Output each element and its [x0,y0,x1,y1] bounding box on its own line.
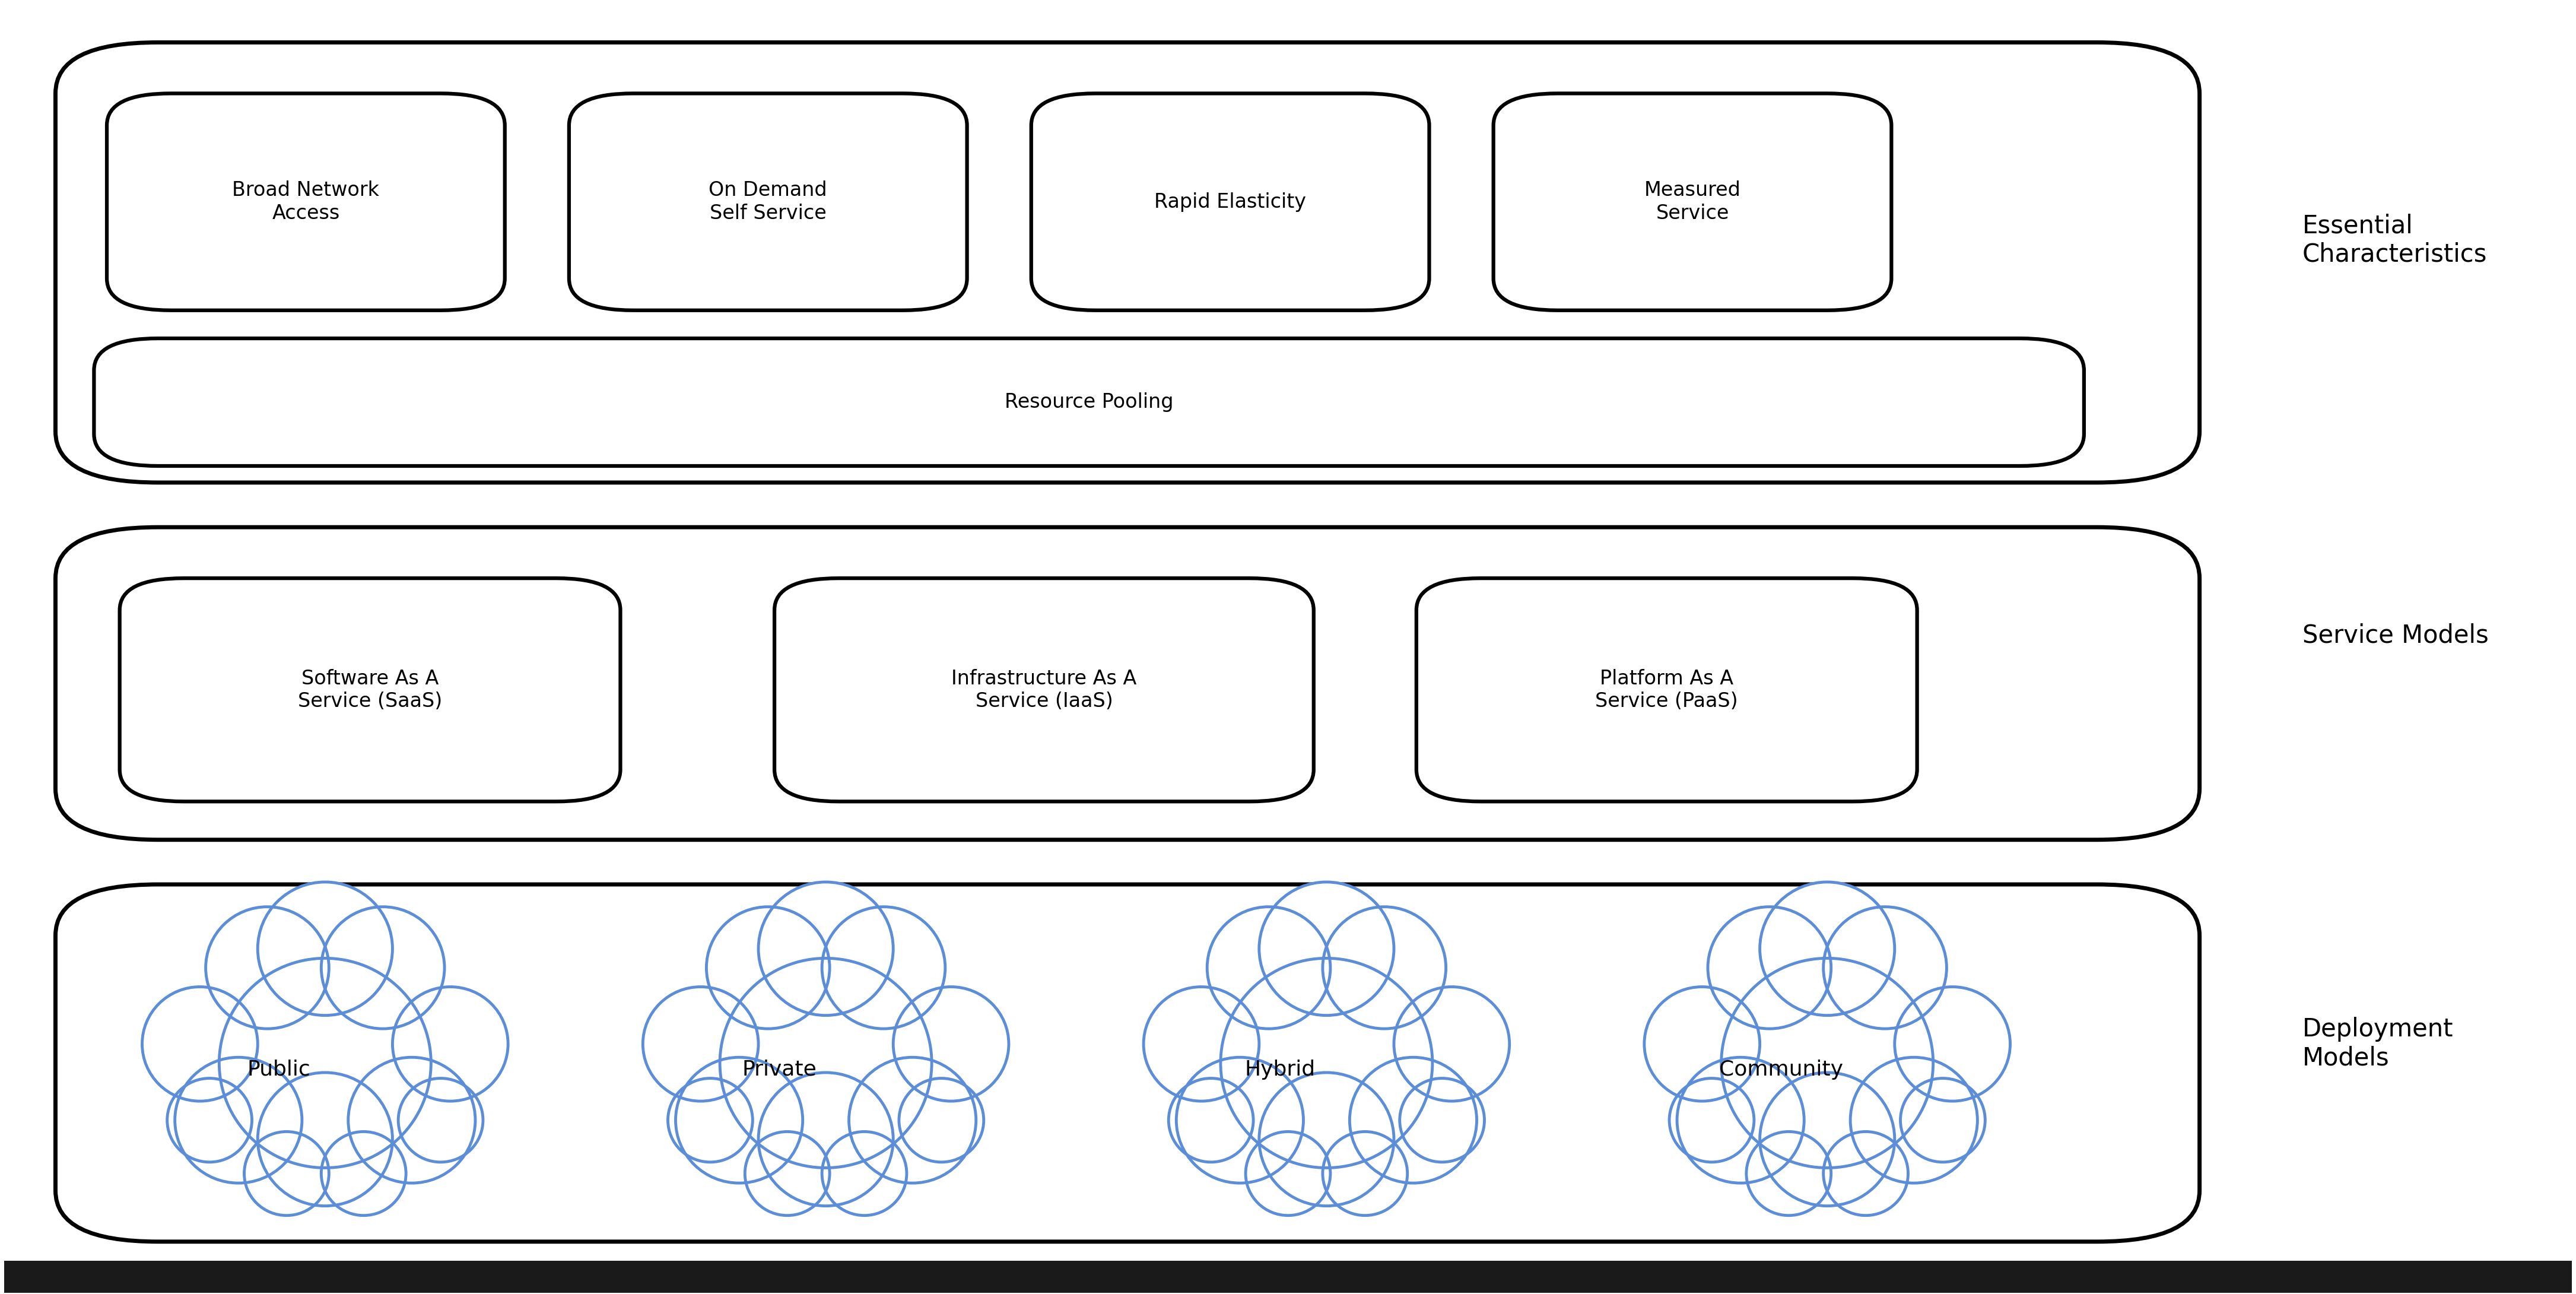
FancyBboxPatch shape [57,884,2200,1242]
Ellipse shape [142,987,258,1101]
Ellipse shape [1170,1078,1255,1162]
FancyBboxPatch shape [57,527,2200,840]
Ellipse shape [1669,1078,1754,1162]
Text: Infrastructure As A
Service (IaaS): Infrastructure As A Service (IaaS) [951,669,1136,710]
FancyBboxPatch shape [1417,578,1917,801]
Ellipse shape [1350,1057,1476,1183]
Ellipse shape [1643,987,1759,1101]
Text: Rapid Elasticity: Rapid Elasticity [1154,192,1306,212]
FancyBboxPatch shape [106,93,505,311]
Ellipse shape [1399,1078,1484,1162]
Ellipse shape [1721,959,1932,1167]
Ellipse shape [675,1057,804,1183]
Text: Platform As A
Service (PaaS): Platform As A Service (PaaS) [1595,669,1739,710]
Ellipse shape [1260,1073,1394,1206]
Ellipse shape [1394,987,1510,1101]
Text: On Demand
Self Service: On Demand Self Service [708,181,827,223]
Ellipse shape [1893,987,2009,1101]
Ellipse shape [706,907,829,1029]
Ellipse shape [206,907,330,1029]
Text: Service Models: Service Models [2303,624,2488,648]
Ellipse shape [1247,1132,1329,1215]
Ellipse shape [258,883,392,1016]
Ellipse shape [1850,1057,1978,1183]
Ellipse shape [1208,907,1329,1029]
Text: Deployment
Models: Deployment Models [2303,1017,2452,1070]
FancyBboxPatch shape [569,93,966,311]
Text: Measured
Service: Measured Service [1643,181,1741,223]
Text: Community: Community [1718,1060,1842,1079]
Ellipse shape [644,987,757,1101]
Text: Public: Public [247,1060,312,1079]
FancyBboxPatch shape [5,1260,2571,1293]
Ellipse shape [1321,907,1445,1029]
Ellipse shape [1901,1078,1986,1162]
Text: Hybrid: Hybrid [1244,1060,1316,1079]
Ellipse shape [258,1073,392,1206]
Ellipse shape [1747,1132,1832,1215]
Ellipse shape [1144,987,1260,1101]
Ellipse shape [1708,907,1832,1029]
Ellipse shape [1759,1073,1893,1206]
Ellipse shape [175,1057,301,1183]
Ellipse shape [719,959,933,1167]
Ellipse shape [1260,883,1394,1016]
Ellipse shape [744,1132,829,1215]
Ellipse shape [399,1078,484,1162]
Ellipse shape [757,883,894,1016]
Ellipse shape [850,1057,976,1183]
Ellipse shape [1677,1057,1803,1183]
Ellipse shape [822,907,945,1029]
FancyBboxPatch shape [775,578,1314,801]
Ellipse shape [899,1078,984,1162]
Ellipse shape [1824,1132,1909,1215]
FancyBboxPatch shape [93,338,2084,466]
FancyBboxPatch shape [57,43,2200,483]
Text: Software As A
Service (SaaS): Software As A Service (SaaS) [299,669,443,710]
FancyBboxPatch shape [1494,93,1891,311]
Ellipse shape [757,1073,894,1206]
Ellipse shape [219,959,430,1167]
FancyBboxPatch shape [118,578,621,801]
Ellipse shape [667,1078,752,1162]
Text: Broad Network
Access: Broad Network Access [232,181,379,223]
Ellipse shape [348,1057,477,1183]
Ellipse shape [822,1132,907,1215]
Ellipse shape [322,1132,407,1215]
Ellipse shape [1221,959,1432,1167]
Text: Private: Private [742,1060,817,1079]
Ellipse shape [167,1078,252,1162]
Ellipse shape [1177,1057,1303,1183]
Ellipse shape [1321,1132,1406,1215]
Ellipse shape [392,987,507,1101]
Text: Essential
Characteristics: Essential Characteristics [2303,214,2486,267]
Ellipse shape [245,1132,330,1215]
Ellipse shape [1824,907,1947,1029]
Ellipse shape [1759,883,1893,1016]
Ellipse shape [894,987,1010,1101]
Text: Resource Pooling: Resource Pooling [1005,392,1175,411]
Ellipse shape [322,907,446,1029]
FancyBboxPatch shape [1030,93,1430,311]
